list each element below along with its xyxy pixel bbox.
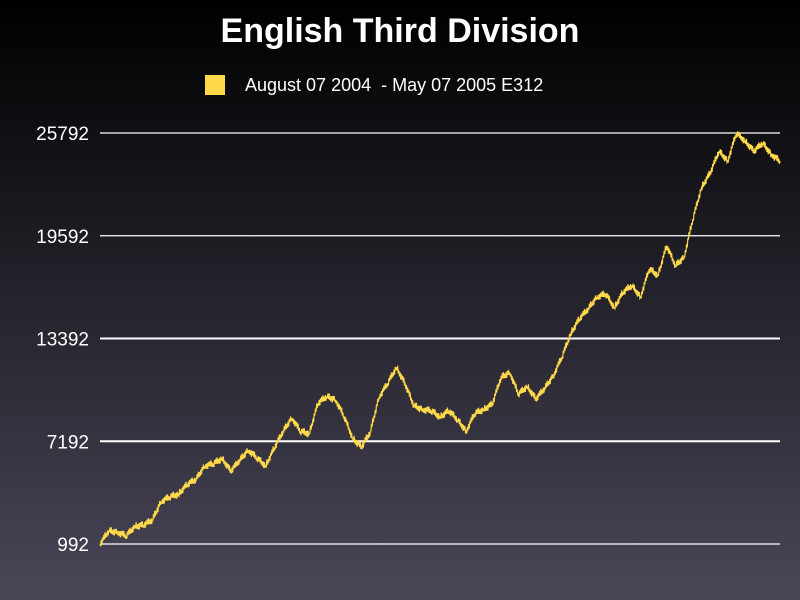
y-tick-label: 7192 (47, 432, 89, 453)
legend: August 07 2004 - May 07 2005 E312 (205, 73, 543, 97)
y-tick-labels: 992 7192 13392 19592 25792 (36, 124, 89, 556)
gridlines (100, 132, 780, 545)
y-tick-label: 13392 (36, 330, 89, 351)
series-line (99, 131, 781, 547)
y-tick-label: 19592 (36, 227, 89, 248)
chart-title: English Third Division (220, 12, 580, 50)
y-tick-label: 992 (57, 535, 89, 556)
y-tick-label: 25792 (36, 124, 89, 145)
legend-swatch (205, 75, 225, 95)
legend-label: August 07 2004 - May 07 2005 E312 (245, 74, 544, 95)
